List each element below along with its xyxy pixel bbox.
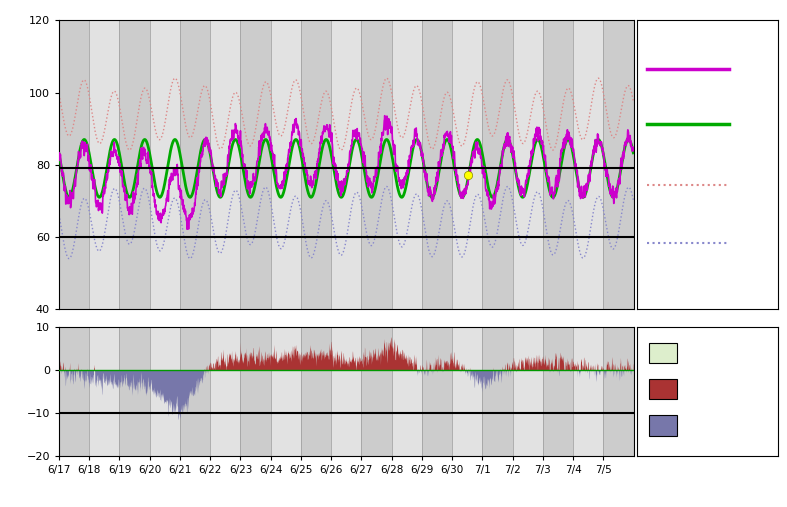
Bar bbox=[648, 415, 677, 436]
Bar bbox=[361, 327, 392, 456]
Bar bbox=[648, 343, 677, 363]
Bar bbox=[89, 20, 120, 309]
Bar bbox=[271, 327, 301, 456]
Bar bbox=[271, 20, 301, 309]
Bar bbox=[120, 20, 150, 309]
Bar bbox=[241, 20, 271, 309]
Bar bbox=[59, 20, 89, 309]
Bar bbox=[604, 327, 634, 456]
Bar bbox=[573, 20, 604, 309]
Bar bbox=[301, 20, 331, 309]
Bar bbox=[210, 20, 241, 309]
Bar bbox=[331, 20, 361, 309]
Bar bbox=[604, 20, 634, 309]
Bar bbox=[512, 327, 543, 456]
Bar bbox=[452, 327, 482, 456]
Bar bbox=[150, 327, 180, 456]
Bar bbox=[392, 327, 422, 456]
Bar bbox=[59, 327, 89, 456]
Bar bbox=[241, 327, 271, 456]
Bar bbox=[543, 327, 573, 456]
Bar bbox=[301, 327, 331, 456]
Bar bbox=[543, 20, 573, 309]
Bar bbox=[422, 327, 452, 456]
Bar bbox=[573, 327, 604, 456]
Bar bbox=[361, 20, 392, 309]
Bar bbox=[331, 327, 361, 456]
Bar bbox=[512, 20, 543, 309]
Bar bbox=[648, 379, 677, 400]
Bar bbox=[89, 327, 120, 456]
Bar bbox=[452, 20, 482, 309]
Bar bbox=[392, 20, 422, 309]
Bar bbox=[180, 327, 210, 456]
Bar bbox=[150, 20, 180, 309]
Bar bbox=[180, 20, 210, 309]
Bar bbox=[120, 327, 150, 456]
Bar bbox=[210, 327, 241, 456]
Bar bbox=[482, 20, 512, 309]
Bar bbox=[482, 327, 512, 456]
Bar bbox=[422, 20, 452, 309]
